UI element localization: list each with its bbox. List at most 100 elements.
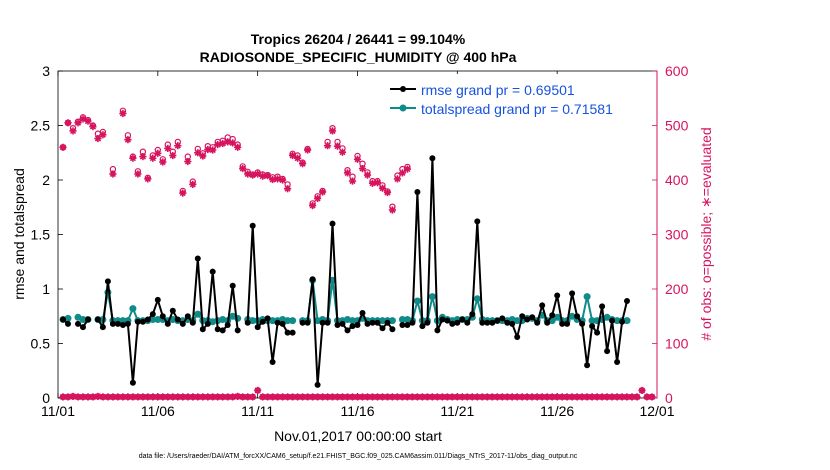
y-left-tick-label: 0 [42, 390, 50, 406]
y-right-tick-label: 600 [665, 63, 689, 79]
legend-label-totalspread: totalspread grand pr = 0.71581 [421, 101, 613, 117]
series-point-0 [109, 320, 116, 327]
series-point-0 [224, 322, 231, 328]
ticks: 11/01 11/06 11/11 11/16 11/21 11/26 12/0100.51… [31, 63, 689, 419]
plot-area [57, 70, 658, 399]
series-point-0 [104, 278, 111, 285]
obs-evaluated-marker [348, 177, 357, 185]
series-point-0 [139, 318, 146, 325]
series-point-0 [349, 323, 356, 330]
series-point-1 [119, 317, 127, 325]
obs-evaluated-marker [304, 146, 312, 154]
obs-evaluated-marker [388, 206, 396, 214]
series-point-0 [594, 329, 601, 336]
series-point-0 [614, 359, 621, 365]
obs-evaluated-marker [169, 151, 177, 160]
series-point-0 [99, 324, 106, 331]
series-point-0 [384, 319, 391, 326]
series-point-0 [554, 292, 561, 299]
series-point-1 [154, 316, 162, 323]
series-point-1 [379, 317, 386, 325]
series-point-1 [398, 316, 406, 323]
series-point-0 [484, 319, 491, 326]
series-point-0 [579, 320, 586, 327]
series-point-0 [519, 313, 526, 320]
series-point-0 [534, 319, 541, 326]
series-point-0 [184, 313, 191, 320]
series-point-1 [349, 317, 356, 325]
legend-marker-totalspread [399, 104, 407, 112]
series-point-0 [329, 220, 336, 227]
obs-evaluated-marker [154, 149, 162, 157]
obs-evaluated-marker [94, 135, 102, 143]
obs-evaluated-marker [159, 158, 167, 166]
obs-bottom-evaluated-marker [453, 393, 461, 401]
obs-evaluated-marker [319, 188, 327, 196]
obs-bottom-evaluated-marker [633, 393, 641, 401]
x-tick-label: 12/01 [639, 403, 674, 419]
series-point-1 [194, 310, 202, 318]
series-point-0 [439, 316, 446, 323]
series-point-0 [164, 320, 171, 327]
series-point-0 [244, 319, 251, 326]
series-point-0 [85, 316, 91, 323]
series-point-0 [469, 311, 476, 318]
obs-evaluated-marker [279, 176, 287, 184]
series-point-0 [569, 290, 576, 297]
series-point-0 [209, 268, 216, 275]
series-point-0 [229, 282, 236, 289]
series-point-0 [189, 319, 196, 326]
series-point-0 [539, 302, 546, 309]
obs-evaluated-marker [358, 165, 367, 173]
obs-bottom-evaluated-marker [99, 393, 107, 401]
obs-bottom-evaluated-marker [603, 393, 611, 401]
obs-evaluated-marker [398, 169, 406, 177]
obs-bottom-evaluated-marker [144, 393, 152, 401]
y-left-tick-label: 2 [42, 172, 50, 188]
series-point-1 [149, 316, 157, 323]
series-point-0 [284, 329, 291, 336]
series-point-0 [269, 359, 276, 365]
series-point-1 [79, 316, 87, 323]
obs-evaluated-marker [333, 142, 342, 150]
series-point-1 [568, 312, 576, 320]
obs-evaluated-marker [289, 151, 297, 160]
obs-bottom-evaluated-marker [528, 393, 536, 401]
series-point-1 [249, 317, 257, 325]
obs-evaluated-marker [328, 127, 337, 135]
obs-evaluated-marker [134, 170, 142, 178]
legend: rmse grand pr = 0.69501 totalspread gran… [388, 74, 650, 118]
series-point-0 [494, 317, 501, 324]
obs-evaluated-marker [74, 119, 82, 127]
series-point-0 [299, 319, 306, 326]
obs-evaluated-marker [403, 165, 411, 173]
obs-evaluated-marker [174, 142, 182, 150]
series-point-0 [604, 348, 611, 355]
series-point-0 [219, 327, 226, 334]
series-point-0 [444, 317, 451, 324]
obs-bottom-evaluated-marker [638, 386, 646, 394]
obs-evaluated-marker [199, 152, 207, 160]
series-point-0 [144, 316, 151, 323]
obs-bottom-evaluated-marker [358, 393, 367, 401]
obs-evaluated-marker [59, 143, 67, 151]
y-left-tick-label: 1 [42, 281, 50, 297]
series-point-0 [404, 322, 411, 328]
obs-evaluated-marker [64, 119, 72, 127]
y-right-tick-label: 400 [665, 172, 689, 188]
series-point-0 [374, 319, 381, 326]
obs-evaluated-marker [184, 157, 192, 166]
obs-bottom-evaluated-marker [463, 393, 471, 401]
y-right-axis-label: # of obs: o=possible; ∗=evaluated [698, 127, 714, 340]
obs-evaluated-marker [69, 127, 77, 135]
series-point-0 [549, 312, 556, 319]
series-point-0 [564, 320, 571, 327]
obs-evaluated-marker [234, 143, 242, 151]
obs-evaluated-marker [363, 171, 372, 179]
series-point-1 [129, 305, 137, 313]
series-point-1 [613, 317, 621, 325]
series-point-0 [454, 319, 461, 326]
series-point-1 [583, 293, 591, 301]
obs-evaluated-marker [239, 165, 247, 173]
obs-bottom-evaluated-marker [438, 393, 446, 401]
